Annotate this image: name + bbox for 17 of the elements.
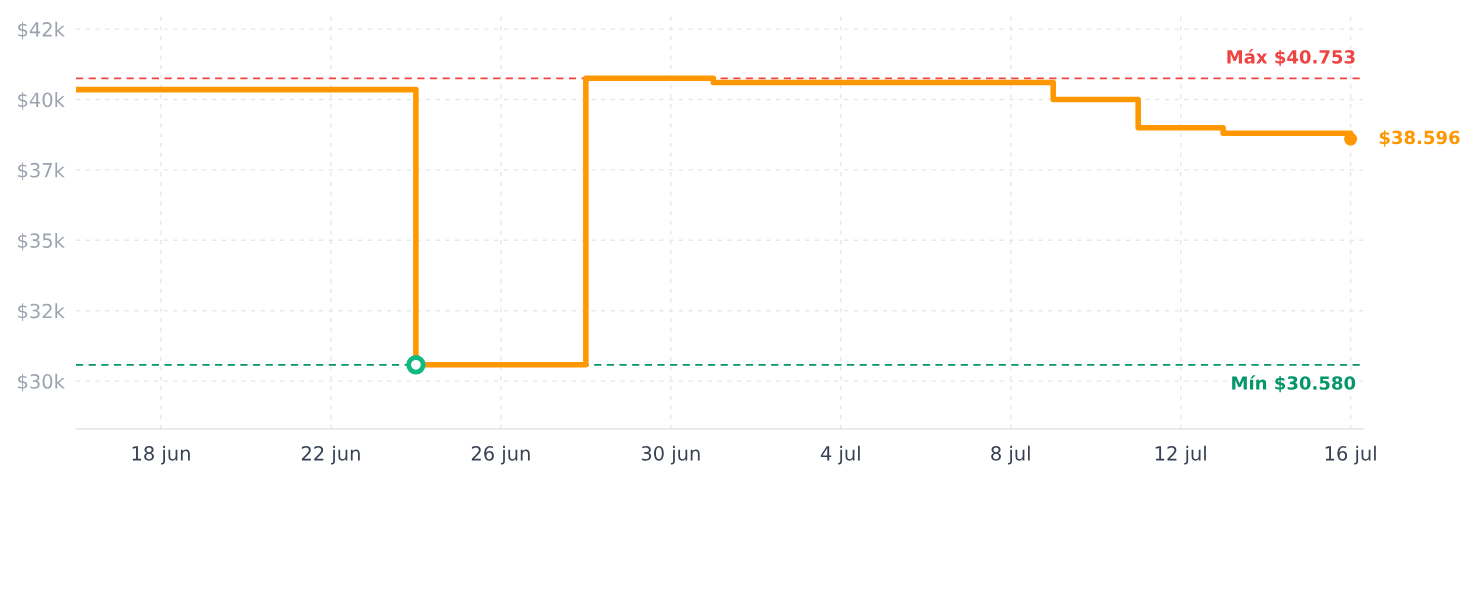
x-tick-label: 12 jul: [1155, 445, 1206, 465]
y-tick-label: $37k: [18, 162, 65, 181]
y-tick-label: $32k: [18, 303, 65, 321]
x-tick-label: 8 jul: [991, 445, 1030, 465]
x-tick-label: 18 jun: [132, 445, 190, 465]
ref-line-label: Mín $30.580: [1232, 375, 1356, 393]
x-tick-label: 26 jun: [471, 445, 530, 465]
y-tick-label: $30k: [18, 373, 65, 392]
y-tick-label: $42k: [18, 21, 65, 40]
ref-line-label: Máx $40.753: [1227, 48, 1355, 67]
x-tick-label: 22 jun: [301, 445, 360, 465]
y-tick-label: $35k: [18, 232, 65, 251]
annotation: $38.596: [1379, 130, 1460, 147]
x-tick-label: 16 jul: [1325, 445, 1376, 465]
x-tick-label: 30 jun: [641, 445, 700, 465]
y-tick-label: $40k: [18, 92, 65, 110]
x-tick-label: 4 jul: [820, 445, 860, 465]
